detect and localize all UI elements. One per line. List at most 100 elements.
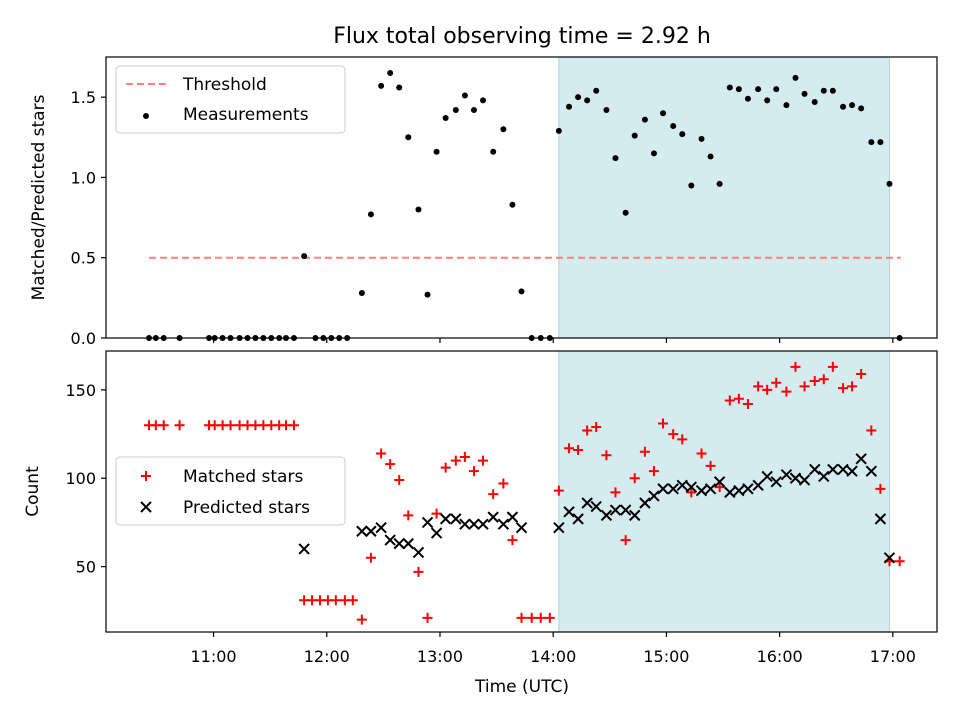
measurement-point (518, 288, 525, 295)
matched-star-point (468, 466, 479, 477)
measurement-point (716, 180, 723, 187)
measurement-point (698, 135, 705, 142)
matched-star-point (668, 429, 679, 440)
legend-measurements-label: Measurements (183, 105, 309, 125)
bottom-axes-frame (105, 350, 938, 633)
legend-measurements-handle (143, 113, 149, 119)
measurement-point (811, 98, 818, 105)
measurement-point (660, 110, 667, 117)
matched-star-point (639, 446, 650, 457)
legend-box (115, 456, 346, 526)
predicted-star-point (356, 525, 368, 537)
matched-star-point (620, 535, 631, 546)
chart-title: Flux total observing time = 2.92 h (333, 24, 711, 49)
predicted-star-point (827, 463, 839, 476)
predicted-star-point (667, 483, 679, 495)
top-legend: Threshold Measurements (115, 65, 346, 134)
measurement-point (603, 106, 610, 113)
matched-star-point (478, 455, 489, 466)
matched-star-point (762, 384, 773, 395)
predicted-star-point (855, 453, 867, 465)
measurement-point (452, 106, 459, 113)
measurement-point (358, 290, 365, 297)
matched-star-point (827, 361, 838, 372)
matched-star-point (686, 487, 697, 498)
bottom-observing-interval-shade (558, 350, 890, 633)
matched-star-point (564, 443, 575, 454)
measurement-point (726, 84, 733, 91)
matched-star-point (553, 485, 564, 496)
matched-star-point (431, 508, 442, 519)
matched-star-point (894, 556, 905, 567)
predicted-star-point (733, 484, 745, 497)
matched-star-point (544, 612, 555, 623)
predicted-star-point (393, 537, 405, 550)
measurement-point (868, 139, 875, 146)
predicted-star-point (506, 511, 519, 523)
matched-star-point (376, 448, 387, 459)
predicted-star-point (581, 497, 593, 509)
measurement-point (849, 102, 856, 109)
measurement-point (500, 126, 507, 133)
matched-star-point (809, 376, 820, 387)
matched-star-point (733, 393, 744, 404)
matched-star-point (856, 368, 867, 379)
matched-star-point (535, 612, 546, 623)
predicted-star-point (515, 522, 528, 534)
predicted-star-point (298, 543, 310, 555)
top-x-ticks (212, 338, 894, 343)
predicted-star-point (685, 481, 698, 493)
matched-star-point (838, 383, 849, 394)
y-tick-label: 100 (65, 469, 96, 488)
predicted-star-point (657, 483, 669, 495)
predicted-star-point (468, 518, 480, 530)
measurement-point (688, 182, 695, 189)
measurement-point (670, 123, 677, 130)
measurement-point (792, 74, 799, 81)
legend-predicted-label: Predicted stars (183, 498, 310, 518)
y-tick-label: 1.0 (71, 168, 96, 187)
matched-star-point (866, 425, 877, 436)
predicted-star-point (752, 479, 764, 492)
x-tick-label: 15:00 (643, 647, 689, 666)
top-axes-frame (105, 56, 938, 339)
x-tick-label: 17:00 (870, 647, 916, 666)
predicted-star-point (421, 516, 434, 529)
measurement-point (378, 82, 385, 89)
bottom-x-ticks: 11:00 12:00 13:00 14:00 15:00 16:00 17:00 (190, 632, 916, 666)
predicted-star-point (809, 463, 821, 476)
bottom-legend: Matched stars Predicted stars (115, 456, 346, 526)
measurement-point (641, 116, 648, 123)
measurement-point (820, 87, 827, 94)
matched-star-point (629, 473, 640, 484)
predicted-star-point (553, 522, 565, 534)
predicted-star-point (375, 522, 387, 534)
predicted-star-point (761, 470, 773, 483)
x-tick-label: 11:00 (190, 647, 236, 666)
bottom-y-axis-label: Count (23, 466, 43, 517)
measurement-point (396, 84, 403, 91)
matched-star-point (440, 462, 451, 473)
measurement-point (840, 103, 847, 110)
predicted-star-point (477, 518, 489, 530)
measurement-point (773, 86, 780, 93)
measurement-point (886, 180, 893, 187)
y-tick-label: 1.5 (71, 88, 96, 107)
predicted-star-point (600, 509, 613, 522)
measurement-point (461, 92, 468, 99)
measurement-point (555, 127, 562, 134)
predicted-star-point (384, 534, 396, 546)
predicted-star-point (865, 465, 878, 477)
measurement-point (755, 86, 762, 93)
measurement-point (622, 209, 629, 216)
top-panel: 0.0 0.5 1.0 1.5 Matched/Predicted stars Thr… (29, 56, 938, 348)
matched-star-point (771, 377, 782, 388)
predicted-star-point (430, 527, 443, 539)
matched-star-point (516, 612, 527, 623)
x-tick-label: 14:00 (530, 647, 576, 666)
measurement-point (764, 97, 771, 104)
matched-stars-points (144, 361, 905, 625)
measurement-point (575, 94, 582, 101)
matched-star-point (724, 395, 735, 406)
matched-star-point (459, 452, 470, 463)
